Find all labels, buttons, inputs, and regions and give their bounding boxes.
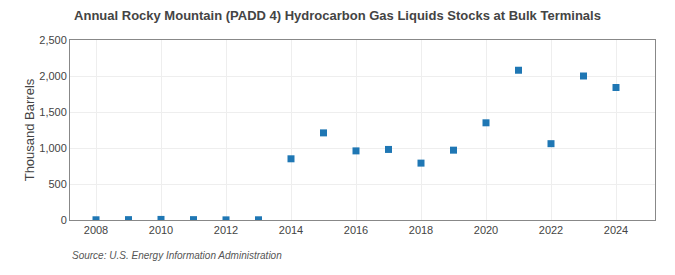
svg-text:Annual Rocky Mountain (PADD 4): Annual Rocky Mountain (PADD 4) Hydrocarb… [74,8,601,23]
svg-text:2020: 2020 [474,224,498,236]
svg-text:2018: 2018 [409,224,433,236]
svg-text:1,500: 1,500 [39,106,67,118]
svg-text:1,000: 1,000 [39,142,67,154]
svg-text:2016: 2016 [344,224,368,236]
svg-text:2022: 2022 [539,224,563,236]
svg-text:2012: 2012 [214,224,238,236]
svg-text:2008: 2008 [84,224,108,236]
svg-text:2010: 2010 [149,224,173,236]
svg-text:2,000: 2,000 [39,70,67,82]
svg-text:0: 0 [61,214,67,226]
svg-text:2024: 2024 [604,224,628,236]
svg-text:2014: 2014 [279,224,303,236]
svg-text:Source: U.S. Energy Informatio: Source: U.S. Energy Information Administ… [72,250,282,261]
svg-text:2,500: 2,500 [39,34,67,46]
svg-text:Thousand Barrels: Thousand Barrels [22,78,37,181]
svg-text:500: 500 [48,178,66,190]
